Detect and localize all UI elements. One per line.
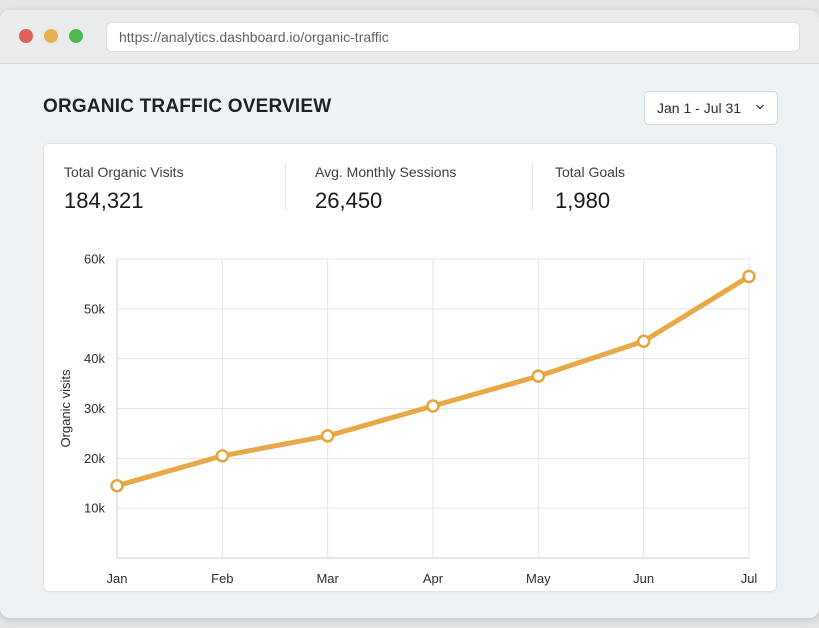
organic-traffic-line-chart: 10k 20k 30k 40k 50k 60k Jan Feb Mar Apr May Jun Jul… — [58, 252, 758, 587]
chart-series — [110, 269, 756, 493]
close-window-button[interactable] — [19, 29, 33, 43]
data-point[interactable] — [426, 399, 440, 413]
x-tick-label: May — [526, 571, 551, 586]
address-bar[interactable]: https://analytics.dashboard.io/organic-t… — [106, 22, 800, 52]
data-point[interactable] — [742, 269, 756, 284]
metric-avg-monthly-sessions: Avg. Monthly Sessions 26,450 — [315, 164, 456, 214]
metric-total-goals: Total Goals 1,980 — [555, 164, 625, 214]
metric-label: Avg. Monthly Sessions — [315, 164, 457, 180]
metric-value: 184,321 — [64, 188, 144, 213]
x-tick-label: Jul — [741, 571, 758, 586]
metric-total-organic-visits: Total Organic Visits 184,321 — [64, 164, 184, 214]
date-range-dropdown[interactable]: Jan 1 - Jul 31 — [644, 91, 778, 125]
y-tick-label: 20k — [84, 451, 105, 466]
browser-window: https://analytics.dashboard.io/organic-t… — [0, 10, 819, 618]
x-tick-label: Feb — [211, 571, 233, 586]
y-tick-label: 30k — [84, 401, 105, 416]
maximize-window-button[interactable] — [69, 29, 83, 43]
data-point[interactable] — [215, 449, 230, 463]
data-point[interactable] — [531, 369, 546, 383]
metric-label: Total Goals — [555, 164, 626, 180]
x-tick-label: Apr — [423, 571, 444, 586]
x-tick-label: Jun — [633, 571, 654, 586]
data-point[interactable] — [636, 334, 651, 348]
page-title: ORGANIC TRAFFIC OVERVIEW — [43, 96, 332, 117]
chevron-down-icon — [756, 104, 764, 110]
y-tick-label: 60k — [84, 252, 105, 267]
y-tick-label: 50k — [84, 301, 105, 316]
metric-divider — [285, 164, 286, 210]
metric-divider — [532, 164, 533, 210]
y-tick-label: 40k — [84, 351, 105, 366]
y-axis-ticks: 10k 20k 30k 40k 50k 60k — [84, 252, 105, 516]
metric-value: 26,450 — [315, 188, 383, 213]
data-point[interactable] — [320, 429, 335, 443]
data-point[interactable] — [110, 478, 124, 493]
y-axis-title: Organic visits — [58, 369, 73, 448]
x-tick-label: Jan — [107, 571, 128, 586]
date-range-label: Jan 1 - Jul 31 — [657, 100, 742, 116]
metric-label: Total Organic Visits — [64, 164, 184, 180]
minimize-window-button[interactable] — [44, 29, 58, 43]
x-tick-label: Mar — [316, 571, 339, 586]
x-axis-ticks: Jan Feb Mar Apr May Jun Jul — [107, 571, 758, 586]
y-tick-label: 10k — [84, 501, 105, 516]
metric-value: 1,980 — [555, 188, 611, 213]
traffic-card: Total Organic Visits 184,321 Avg. Monthl… — [43, 143, 777, 592]
browser-titlebar: https://analytics.dashboard.io/organic-t… — [0, 10, 819, 64]
